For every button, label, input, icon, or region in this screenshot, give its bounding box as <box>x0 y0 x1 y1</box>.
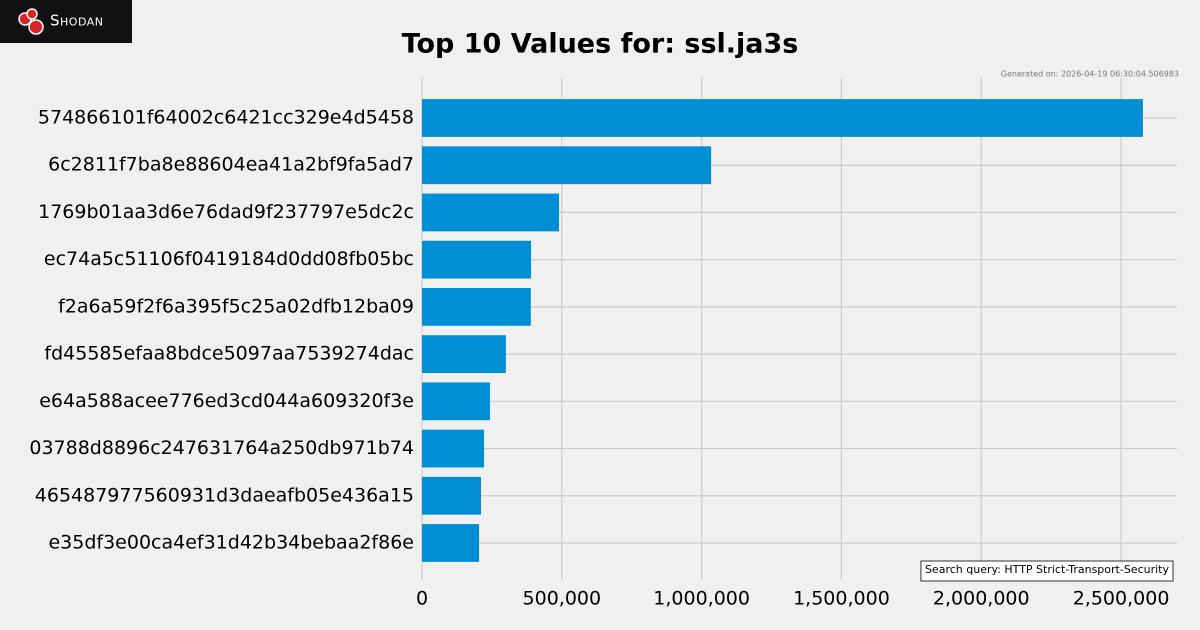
bars <box>422 99 1143 562</box>
x-tick-label: 2,500,000 <box>1073 588 1170 610</box>
annotation-box <box>920 560 1174 582</box>
y-tick-label: e35df3e00ca4ef31d42b34bebaa2f86e <box>48 531 414 553</box>
y-tick-label: fd45585efaa8bdce5097aa7539274dac <box>44 343 414 365</box>
bar <box>422 240 532 279</box>
x-tick-label: 2,000,000 <box>933 588 1030 610</box>
logo-text: Shodan <box>50 12 103 30</box>
y-tick-label: 03788d8896c247631764a250db971b74 <box>29 437 414 459</box>
x-tick-label: 0 <box>416 588 428 610</box>
y-tick-label: f2a6a59f2f6a395f5c25a02dfb12ba09 <box>58 295 414 317</box>
y-tick-label: 465487977560931d3daeafb05e436a15 <box>35 484 414 506</box>
x-tick-label: 1,500,000 <box>793 588 890 610</box>
logo-icon <box>26 8 38 20</box>
bar <box>422 193 560 232</box>
bar <box>422 429 485 468</box>
bar <box>422 99 1143 137</box>
y-tick-label: 1769b01aa3d6e76dad9f237797e5dc2c <box>38 201 414 223</box>
bar <box>422 288 531 326</box>
y-tick-label: e64a588acee776ed3cd044a609320f3e <box>39 390 414 412</box>
y-tick-label: ec74a5c51106f0419184d0dd08fb05bc <box>44 248 414 270</box>
bar <box>422 524 480 562</box>
bar <box>422 335 506 373</box>
bar <box>422 382 490 421</box>
bar <box>422 146 712 185</box>
generated-on: Generated on: 2026-04-19 06:30:04.506983 <box>1001 70 1179 79</box>
bar <box>422 476 482 515</box>
chart-title: Top 10 Values for: ssl.ja3s <box>402 29 799 60</box>
logo-icon <box>28 19 44 35</box>
grid <box>421 78 1177 580</box>
y-tick-label: 6c2811f7ba8e88604ea41a2bf9fa5ad7 <box>48 154 414 176</box>
logo: Shodan <box>0 0 132 43</box>
x-tick-label: 1,000,000 <box>653 588 750 610</box>
annotation: Search query: HTTP Strict-Transport-Secu… <box>925 563 1170 576</box>
y-tick-label: 574866101f64002c6421cc329e4d5458 <box>38 107 414 129</box>
x-tick-label: 500,000 <box>523 588 602 610</box>
